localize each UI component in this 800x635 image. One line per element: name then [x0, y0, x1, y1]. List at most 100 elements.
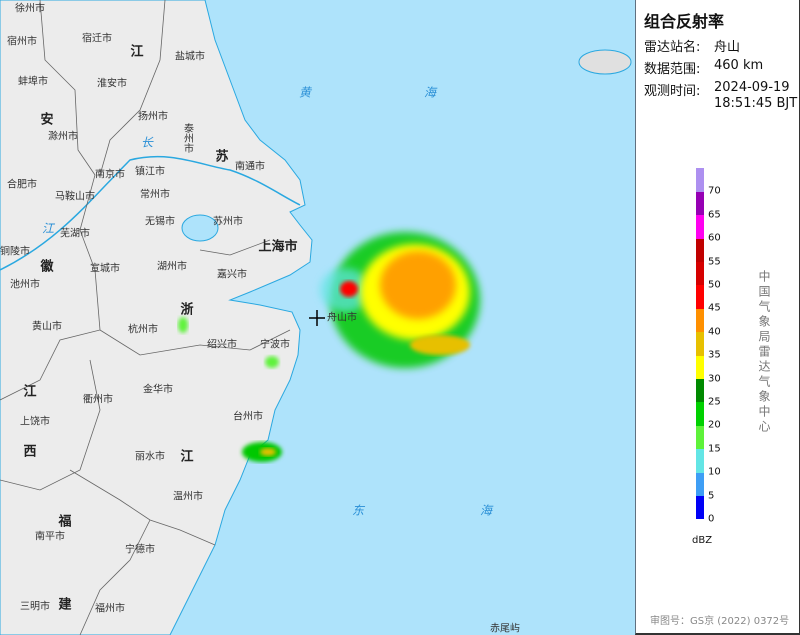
- city-label: 滁州市: [48, 131, 78, 143]
- station-label: 雷达站名:: [644, 40, 701, 55]
- colorbar-swatch: [696, 214, 704, 239]
- time-label: 观测时间:: [644, 84, 701, 99]
- city-label: 宁波市: [260, 339, 290, 351]
- colorbar-tick: 30: [708, 373, 721, 385]
- echo-hangzhou: [178, 317, 188, 333]
- city-label: 盐城市: [175, 51, 205, 63]
- city-label: 金华市: [143, 384, 173, 396]
- city-label: 无锡市: [145, 216, 175, 228]
- crosshair-icon: [309, 310, 325, 326]
- city-label: 宣城市: [90, 263, 120, 275]
- city-label: 南京市: [95, 169, 125, 181]
- radar-echoes: [178, 232, 480, 462]
- radar-map[interactable]: 徐州市 宿州市 宿迁市 盐城市 蚌埠市 淮安市 扬州市 泰州市 滁州市 南通市 南京市 镇江市 合肥市马…: [0, 0, 635, 635]
- city-label: 芜湖市: [60, 228, 90, 240]
- city-label: 蚌埠市: [18, 76, 48, 88]
- colorbar-swatch: [696, 331, 704, 356]
- colorbar-swatch: [696, 472, 704, 497]
- city-label: 宿迁市: [82, 33, 112, 45]
- city-label: 池州市: [10, 279, 40, 291]
- city-label: 湖州市: [157, 261, 187, 273]
- water-label: 黄: [298, 85, 312, 100]
- colorbar-tick: 5: [708, 490, 715, 502]
- unit-label: dBZ: [692, 535, 713, 546]
- city-label: 嘉兴市: [217, 269, 247, 281]
- city-label: 镇江市: [135, 166, 165, 178]
- city-label: 上饶市: [20, 416, 50, 428]
- range-value: 460 km: [714, 58, 764, 73]
- colorbar-swatch: [696, 378, 704, 403]
- province-label: 徽: [40, 259, 54, 275]
- city-label: 黄山市: [32, 321, 62, 333]
- colorbar-swatch: [696, 261, 704, 286]
- city-label: 舟山市: [327, 312, 357, 324]
- colorbar-swatch: [696, 285, 704, 309]
- city-label: 宁德市: [125, 544, 155, 556]
- yangtze-river: [0, 155, 301, 271]
- province-label: 安: [40, 112, 54, 128]
- colorbar-swatch: [696, 308, 704, 333]
- colorbar-tick: 20: [708, 419, 721, 431]
- jeju-island: [578, 49, 632, 75]
- water-label: 海: [479, 503, 493, 518]
- city-label: 泰州市: [181, 123, 193, 153]
- colorbar-swatch: [696, 425, 704, 450]
- city-label: 杭州市: [128, 324, 158, 336]
- city-label: 绍兴市: [207, 339, 237, 351]
- land-mass: [0, 0, 313, 635]
- echo-ningbo: [265, 356, 279, 368]
- colorbar-swatch: [696, 355, 704, 380]
- island-label: 赤尾屿: [490, 623, 520, 635]
- city-label: 南平市: [35, 531, 65, 543]
- water-label: 长: [140, 135, 154, 150]
- city-label: 常州市: [140, 189, 170, 201]
- time-value: 18:51:45 BJT: [714, 96, 798, 111]
- city-label: 南通市: [235, 161, 265, 173]
- station-value: 舟山: [714, 40, 741, 55]
- water-label: 海: [423, 85, 437, 100]
- colorbar-swatch: [696, 448, 704, 473]
- colorbar-tick: 55: [708, 256, 721, 268]
- product-title: 组合反射率: [644, 12, 725, 31]
- taihu-lake: [181, 214, 219, 242]
- water-label: 江: [41, 221, 55, 236]
- city-label: 温州市: [173, 491, 203, 503]
- city-label-shanghai: 上海市: [258, 239, 298, 255]
- province-label: 建: [58, 597, 72, 613]
- colorbar-tick: 60: [708, 232, 721, 244]
- colorbar-swatch: [696, 238, 704, 263]
- time-row: 观测时间: 2024-09-19 18:51:45 BJT: [644, 80, 797, 111]
- colorbar-swatch: [696, 168, 704, 192]
- city-label: 苏州市: [213, 216, 243, 228]
- city-label: 台州市: [233, 411, 263, 423]
- legend-panel: 组合反射率 雷达站名: 舟山 数据范围: 460 km 观测时间: 2024-09-1…: [635, 0, 800, 635]
- range-row: 数据范围: 460 km: [644, 58, 763, 77]
- echo-band: [410, 335, 470, 355]
- province-label: 西: [23, 444, 37, 460]
- province-label: 苏: [215, 149, 229, 165]
- colorbar-swatch: [696, 191, 704, 216]
- colorbar-tick: 65: [708, 209, 721, 221]
- city-label: 三明市: [20, 601, 50, 613]
- colorbar-tick: 0: [708, 513, 715, 525]
- province-label: 江: [130, 44, 144, 60]
- city-label: 合肥市: [7, 179, 37, 191]
- city-label: 徐州市: [15, 3, 45, 15]
- approval-number: 审图号：GS京 (2022) 0372号: [650, 616, 790, 627]
- province-borders: [0, 0, 291, 635]
- colorbar-swatch: [696, 495, 704, 520]
- city-label: 宿州市: [7, 36, 37, 48]
- echo-strong: [380, 251, 456, 319]
- echo-south-core: [260, 448, 276, 456]
- colorbar-tick: 10: [708, 466, 721, 478]
- colorbar-tick: 70: [708, 185, 721, 197]
- station-row: 雷达站名: 舟山: [644, 36, 740, 55]
- province-label: 浙: [180, 302, 194, 318]
- colorbar-tick: 15: [708, 443, 721, 455]
- province-label: 江: [23, 384, 37, 400]
- city-label: 衢州市: [83, 394, 113, 406]
- date-value: 2024-09-19: [714, 80, 790, 95]
- colorbar-tick: 45: [708, 302, 721, 314]
- city-label: 马鞍山市: [55, 191, 95, 203]
- organization-label: 中国气象局雷达气象中心: [757, 270, 771, 435]
